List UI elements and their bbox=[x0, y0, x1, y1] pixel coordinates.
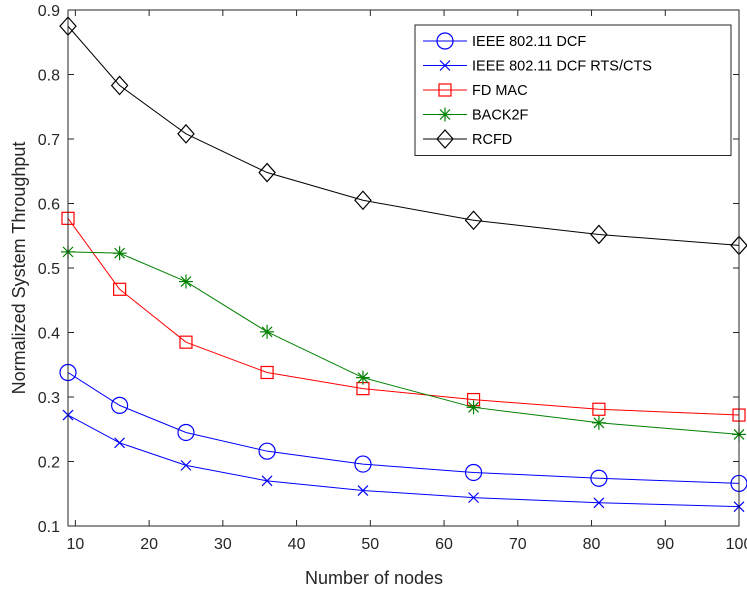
legend-entry: BACK2F bbox=[423, 107, 529, 124]
data-point bbox=[592, 402, 606, 416]
data-point bbox=[180, 459, 192, 471]
data-point bbox=[355, 370, 370, 385]
y-tick-label: 0.3 bbox=[38, 390, 60, 407]
data-point bbox=[258, 162, 276, 183]
x-tick-label: 80 bbox=[583, 536, 601, 553]
y-tick-label: 0.7 bbox=[38, 132, 60, 149]
data-point bbox=[258, 442, 276, 460]
data-point bbox=[112, 246, 127, 261]
series-line bbox=[67, 251, 740, 435]
legend-label: RCFD bbox=[472, 132, 512, 148]
x-tick-label: 10 bbox=[66, 536, 84, 553]
data-point bbox=[110, 75, 129, 96]
series-line bbox=[67, 25, 740, 246]
data-point bbox=[260, 324, 275, 339]
series-line bbox=[67, 372, 740, 484]
legend-entry: IEEE 802.11 DCF bbox=[423, 32, 586, 50]
y-tick-label: 0.4 bbox=[38, 326, 60, 343]
data-point bbox=[591, 415, 606, 430]
data-point bbox=[590, 224, 608, 245]
x-axis-ticks: 10 20 30 40 50 60 70 80 90 100 bbox=[66, 10, 747, 553]
x-tick-label: 20 bbox=[140, 536, 158, 553]
x-tick-label: 50 bbox=[361, 536, 379, 553]
y-tick-label: 0.6 bbox=[38, 197, 60, 214]
series-line bbox=[67, 414, 740, 508]
data-point bbox=[464, 210, 483, 231]
plot-frame bbox=[67, 9, 740, 527]
x-tick-label: 30 bbox=[214, 536, 232, 553]
legend-entry: IEEE 802.11 DCF RTS/CTS bbox=[423, 59, 652, 75]
x-tick-label: 90 bbox=[656, 536, 674, 553]
legend-marker bbox=[436, 32, 454, 50]
legend-marker bbox=[436, 129, 454, 149]
data-point bbox=[260, 365, 274, 380]
data-point bbox=[468, 492, 479, 504]
data-point bbox=[593, 497, 605, 509]
data-point bbox=[464, 463, 483, 482]
y-tick-label: 0.9 bbox=[38, 3, 60, 20]
legend-marker bbox=[438, 83, 452, 97]
data-point bbox=[178, 274, 193, 289]
data-point bbox=[179, 335, 193, 349]
legend-marker bbox=[439, 60, 451, 71]
data-point bbox=[113, 282, 127, 296]
data-point bbox=[261, 475, 273, 487]
data-point bbox=[357, 485, 369, 496]
y-tick-label: 0.8 bbox=[38, 68, 60, 85]
legend-label: IEEE 802.11 DCF RTS/CTS bbox=[472, 59, 652, 75]
x-tick-label: 60 bbox=[435, 536, 453, 553]
data-point bbox=[354, 455, 372, 473]
data-point bbox=[111, 396, 129, 414]
x-tick-label: 40 bbox=[288, 536, 306, 553]
data-point bbox=[114, 437, 126, 449]
x-tick-label: 100 bbox=[726, 536, 747, 553]
y-axis-ticks: 0.1 0.2 0.3 0.4 0.5 0.6 0.7 0.8 0.9 bbox=[38, 3, 739, 536]
series-line bbox=[67, 218, 740, 416]
legend: IEEE 802.11 DCF IEEE 802.11 DCF RTS/CTS FD… bbox=[414, 24, 732, 156]
x-tick-label: 70 bbox=[509, 536, 527, 553]
legend-box bbox=[414, 24, 732, 156]
data-point bbox=[177, 423, 195, 442]
data-point bbox=[590, 469, 608, 487]
data-point bbox=[466, 400, 481, 415]
y-tick-label: 0.2 bbox=[38, 455, 60, 472]
x-axis-label: Number of nodes bbox=[305, 568, 443, 588]
legend-label: IEEE 802.11 DCF bbox=[472, 34, 586, 50]
legend-label: FD MAC bbox=[472, 83, 528, 99]
y-axis-label: Normalized System Throughput bbox=[9, 142, 29, 395]
legend-entry: RCFD bbox=[423, 129, 512, 149]
legend-marker bbox=[438, 107, 452, 122]
data-point bbox=[354, 190, 372, 211]
y-tick-label: 0.1 bbox=[38, 519, 60, 536]
legend-entry: FD MAC bbox=[423, 83, 528, 99]
legend-label: BACK2F bbox=[472, 108, 529, 124]
data-point bbox=[177, 123, 195, 144]
y-tick-label: 0.5 bbox=[38, 261, 60, 278]
